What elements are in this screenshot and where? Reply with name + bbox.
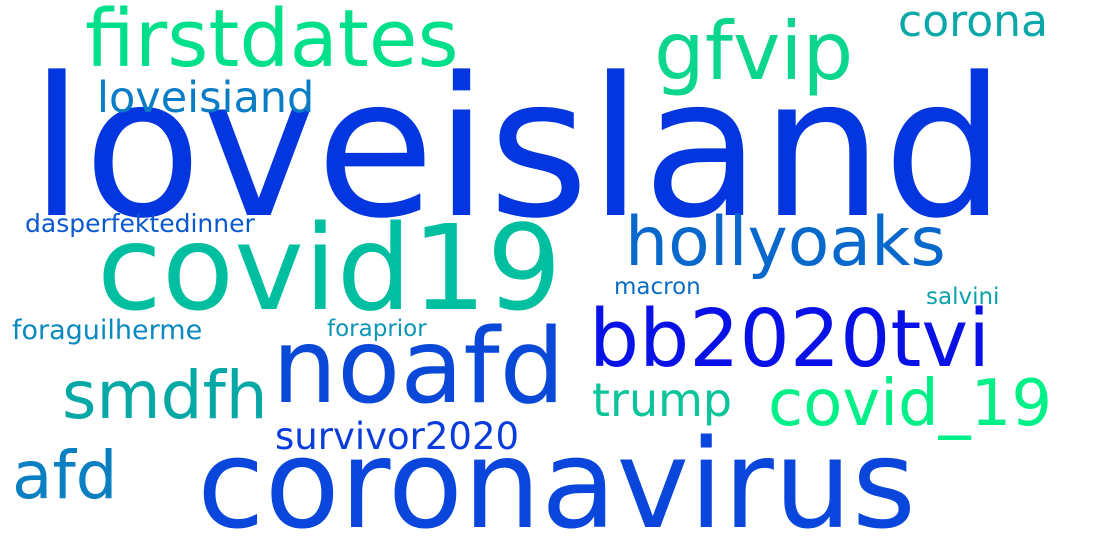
word-survivor2020[interactable]: survivor2020: [275, 415, 520, 458]
word-covid19[interactable]: covid19: [97, 199, 562, 337]
word-foraguilherme[interactable]: foraguilherme: [12, 315, 203, 346]
word-foraprior[interactable]: foraprior: [327, 316, 427, 342]
word-covid-19[interactable]: covid_19: [768, 367, 1053, 441]
word-salvini[interactable]: salvini: [926, 284, 1000, 310]
word-afd[interactable]: afd: [12, 437, 118, 514]
word-trump[interactable]: trump: [592, 373, 733, 427]
word-bb2020tvi[interactable]: bb2020tvi: [589, 293, 991, 385]
word-gfvip[interactable]: gfvip: [654, 5, 854, 98]
word-loveisiand[interactable]: loveisiand: [97, 73, 315, 123]
word-loveisland[interactable]: loveisland: [30, 36, 1006, 261]
word-coronavirus[interactable]: coronavirus: [197, 414, 916, 557]
word-macron[interactable]: macron: [614, 274, 701, 300]
word-hollyoaks[interactable]: hollyoaks: [625, 203, 946, 282]
word-corona[interactable]: corona: [898, 0, 1049, 47]
word-smdfh[interactable]: smdfh: [62, 357, 268, 434]
word-dasperfektedinner[interactable]: dasperfektedinner: [25, 209, 255, 238]
word-firstdates[interactable]: firstdates: [85, 0, 459, 85]
word-noafd[interactable]: noafd: [272, 307, 566, 427]
